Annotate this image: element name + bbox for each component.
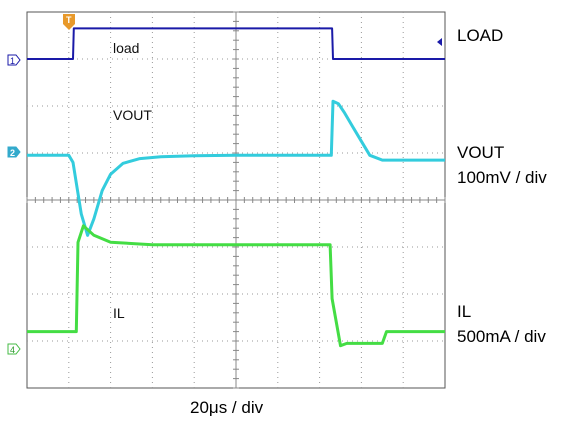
- vout-channel-label: VOUT: [457, 143, 505, 162]
- il-trace-label: IL: [113, 305, 125, 321]
- channel-2-marker: 2: [7, 146, 21, 158]
- vout-scale-label: 100mV / div: [457, 168, 547, 187]
- plot-traces: [27, 27, 445, 348]
- trace-il: [27, 224, 445, 348]
- load-level-arrow-icon: [437, 38, 442, 46]
- vout-trace-label: VOUT: [113, 107, 152, 123]
- channel-4-number: 4: [10, 345, 15, 355]
- channel-4-marker: 4: [7, 343, 21, 355]
- channel-1-marker: 1: [7, 54, 21, 66]
- load-trace-label: load: [113, 40, 139, 56]
- time-scale-label: 20μs / div: [190, 398, 264, 417]
- trigger-marker: T: [63, 14, 75, 30]
- plot-grid: [26, 11, 446, 389]
- channel-1-number: 1: [10, 56, 15, 66]
- channel-2-number: 2: [10, 148, 15, 158]
- trace-load: [27, 27, 445, 60]
- il-channel-label: IL: [457, 302, 472, 321]
- trace-vout: [27, 99, 445, 237]
- load-channel-label: LOAD: [457, 26, 504, 45]
- il-scale-label: 500mA / div: [457, 327, 546, 346]
- trigger-letter: T: [66, 15, 72, 25]
